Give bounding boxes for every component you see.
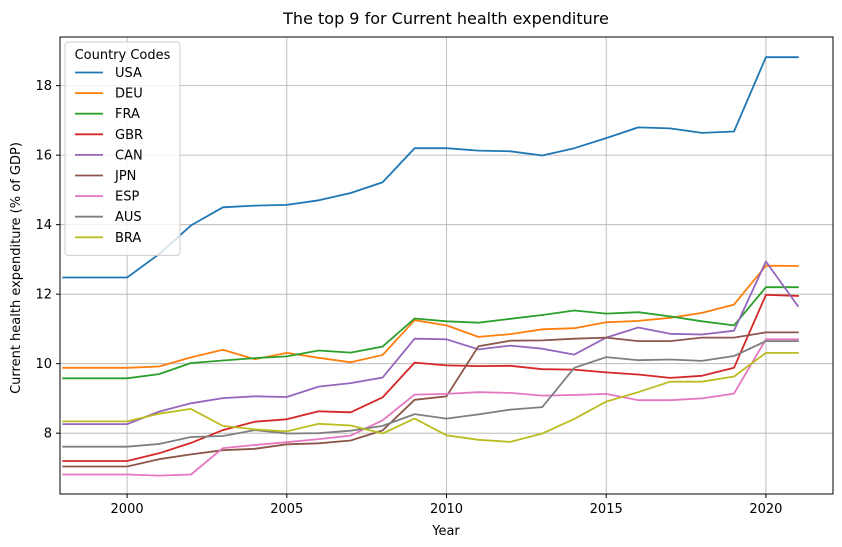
series-line-fra bbox=[62, 286, 799, 380]
y-tick-label: 18 bbox=[35, 79, 52, 94]
legend-label-gbr: GBR bbox=[115, 128, 143, 143]
y-tick-label: 12 bbox=[35, 288, 52, 303]
legend-label-bra: BRA bbox=[115, 231, 141, 246]
series-line-can bbox=[62, 260, 800, 426]
series-lines bbox=[62, 56, 800, 477]
legend-title: Country Codes bbox=[75, 48, 171, 63]
legend-label-jpn: JPN bbox=[114, 169, 136, 184]
x-tick-label: 2005 bbox=[270, 502, 303, 517]
legend-box bbox=[64, 41, 181, 256]
x-tick-label: 2020 bbox=[749, 502, 782, 517]
legend-items: USA DEU FRA GBR CAN JPN ESP AUS BRA bbox=[75, 66, 143, 246]
series-line-bra bbox=[62, 351, 799, 443]
legend-label-aus: AUS bbox=[115, 210, 142, 225]
legend-label-can: CAN bbox=[115, 148, 143, 163]
y-tick-label: 14 bbox=[35, 218, 52, 233]
series-line-esp bbox=[62, 338, 799, 477]
grid-lines bbox=[60, 37, 833, 494]
y-tick-label: 8 bbox=[44, 427, 52, 442]
legend: Country Codes USA DEU FRA GBR CAN JPN ESP AUS BR… bbox=[64, 41, 181, 256]
y-tick-label: 10 bbox=[35, 357, 52, 372]
x-axis: 2000 2005 2010 2015 2020 bbox=[111, 494, 782, 517]
series-line-aus bbox=[62, 340, 799, 448]
x-axis-title: Year bbox=[431, 524, 460, 539]
y-axis-title: Current health expenditure (% of GDP) bbox=[9, 142, 24, 394]
plot-area bbox=[59, 36, 834, 495]
x-tick-label: 2000 bbox=[111, 502, 144, 517]
series-line-jpn bbox=[62, 331, 799, 468]
x-tick-label: 2015 bbox=[590, 502, 623, 517]
y-tick-label: 16 bbox=[35, 149, 52, 164]
series-line-usa bbox=[62, 56, 799, 279]
legend-label-deu: DEU bbox=[115, 87, 143, 102]
legend-label-esp: ESP bbox=[115, 190, 139, 205]
legend-label-fra: FRA bbox=[115, 107, 140, 122]
legend-label-usa: USA bbox=[115, 66, 142, 81]
series-line-gbr bbox=[62, 293, 799, 462]
x-tick-label: 2010 bbox=[430, 502, 463, 517]
chart-title: The top 9 for Current health expenditure bbox=[282, 9, 609, 28]
y-axis: 8 10 12 14 16 18 bbox=[35, 79, 60, 442]
